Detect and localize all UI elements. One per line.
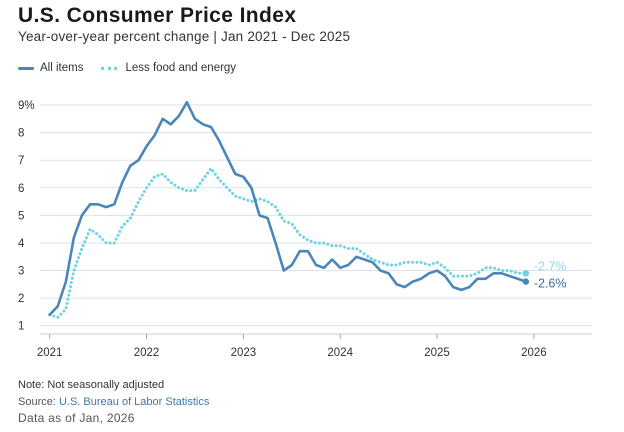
y-tick-label: 6: [18, 183, 24, 195]
x-tick-label: 2023: [231, 347, 257, 359]
x-tick-label: 2021: [37, 347, 63, 359]
y-tick-label: 1: [18, 321, 24, 333]
legend-item-all-items: All items: [18, 62, 83, 74]
legend-swatch-dotted: [101, 66, 118, 70]
series-line-all-items: [48, 101, 528, 316]
x-tick-label: 2022: [134, 347, 160, 359]
source-link[interactable]: U.S. Bureau of Labor Statistics: [58, 396, 210, 408]
series-end-marker: [522, 278, 530, 285]
y-tick-label: 7: [18, 155, 24, 167]
chart-subtitle: Year-over-year percent change | Jan 2021…: [18, 29, 351, 44]
chart-legend: All items Less food and energy: [18, 62, 254, 74]
y-tick-label: 4: [18, 238, 25, 250]
legend-label-core: Less food and energy: [125, 62, 237, 74]
end-label-core: -2.7%: [534, 259, 567, 273]
x-tick-label: 2025: [424, 347, 450, 359]
y-tick-label: 8: [18, 128, 24, 140]
y-tick-label: 3: [18, 266, 24, 278]
series-line-core: [48, 167, 528, 319]
legend-item-core: Less food and energy: [101, 62, 236, 74]
legend-label-all-items: All items: [40, 62, 84, 74]
data-as-of: Data as of Jan, 2026: [18, 411, 135, 425]
source-prefix: Source:: [18, 396, 59, 408]
series-end-marker: [522, 270, 530, 277]
y-tick-label: 2: [18, 293, 24, 305]
source-line: Source: U.S. Bureau of Labor Statistics: [18, 396, 209, 408]
legend-swatch-solid: [18, 66, 34, 70]
y-tick-label: 5: [18, 210, 24, 222]
chart-title: U.S. Consumer Price Index: [18, 4, 297, 27]
footnote-seasonal: Note: Not seasonally adjusted: [18, 379, 165, 391]
y-tick-label: 9%: [18, 100, 35, 112]
x-tick-label: 2026: [521, 347, 547, 359]
end-label-all-items: -2.6%: [534, 277, 567, 291]
x-tick-label: 2024: [327, 347, 353, 359]
